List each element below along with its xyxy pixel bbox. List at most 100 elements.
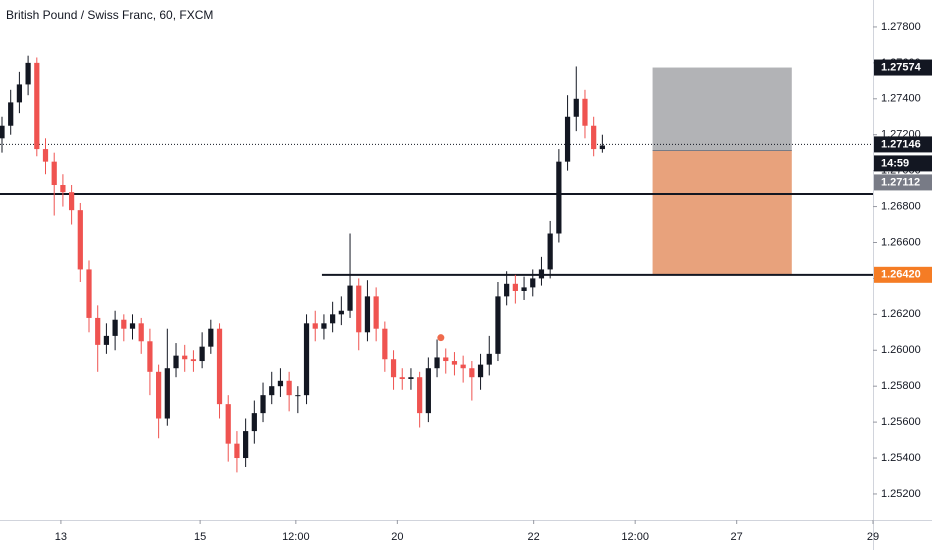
candle-body: [495, 296, 501, 354]
candle-body: [521, 287, 527, 291]
target-price-label-text: 1.26420: [881, 269, 921, 281]
candle-body: [330, 314, 336, 324]
candle-body: [399, 377, 405, 379]
y-tick-label: 1.25200: [881, 488, 921, 500]
candle-body: [16, 84, 23, 103]
candle-body: [425, 368, 431, 414]
candle-body: [417, 377, 423, 414]
candle-body: [173, 355, 179, 369]
stop-price-label-text: 1.27574: [881, 61, 922, 73]
candle-body: [373, 296, 379, 329]
target-price-label-box: [874, 266, 932, 283]
candle-body: [303, 323, 310, 396]
target-price-label: 1.26420: [874, 266, 932, 283]
candle-body: [251, 413, 257, 432]
candle-body: [121, 319, 127, 329]
y-tick-label: 1.26600: [881, 236, 921, 248]
candle-body: [504, 283, 510, 297]
y-tick-label: 1.25400: [881, 452, 921, 464]
y-tick-label: 1.27800: [881, 21, 921, 33]
y-tick-label: 1.26200: [881, 308, 921, 320]
x-tick-label: 20: [391, 531, 403, 543]
entry-price-label: 1.27112: [874, 174, 932, 191]
entry-price-label-text: 1.27112: [881, 176, 920, 188]
candle-body: [356, 285, 362, 333]
candle-body: [156, 371, 162, 419]
candle-body: [60, 185, 66, 193]
candle-body: [77, 210, 83, 270]
y-tick-label: 1.26800: [881, 200, 921, 212]
last-price-label-text: 1.27146: [881, 138, 921, 150]
candle-body: [295, 395, 301, 397]
candle-body: [591, 125, 597, 150]
stop-price-label-box: [874, 59, 932, 76]
x-tick-label: 27: [731, 531, 743, 543]
candle-body: [68, 192, 75, 211]
candle-body: [582, 98, 588, 126]
candle-body: [599, 145, 605, 150]
candle-body: [8, 102, 14, 126]
candle-body: [538, 269, 545, 279]
candle-body: [451, 361, 458, 365]
candle-body: [129, 323, 136, 329]
candle-body: [286, 380, 292, 396]
candle-body: [199, 346, 205, 362]
candle-body: [216, 328, 223, 405]
chart-title: British Pound / Swiss Franc, 60, FXCM: [6, 8, 213, 22]
entry-price-label-box: [874, 174, 932, 191]
countdown-label-box: [874, 155, 932, 172]
y-tick-label: 1.25800: [881, 380, 921, 392]
candle-body: [243, 431, 249, 459]
x-tick-label: 12:00: [282, 531, 310, 543]
stop-zone: [652, 67, 792, 151]
candle-body: [42, 149, 49, 162]
candle-body: [469, 368, 475, 378]
last-price-label: 1.27146: [874, 136, 932, 153]
x-tick-label: 15: [194, 531, 206, 543]
candle-body: [0, 125, 5, 139]
candle-body: [547, 233, 553, 270]
countdown-label-text: 14:59: [881, 157, 909, 169]
candle-body: [190, 359, 197, 362]
candle-body: [460, 364, 466, 369]
candle-body: [556, 161, 562, 234]
candle-body: [269, 386, 275, 396]
candle-body: [182, 355, 188, 360]
candle-body: [434, 357, 440, 369]
countdown-label: 14:59: [874, 155, 932, 172]
candle-body: [225, 404, 231, 444]
x-tick-label: 22: [528, 531, 540, 543]
candle-body: [512, 283, 518, 291]
candle-body: [530, 278, 536, 288]
target-zone: [652, 150, 792, 275]
candle-body: [312, 323, 318, 329]
x-tick-label: 13: [55, 531, 67, 543]
candle-body: [382, 328, 388, 360]
candle-body: [408, 377, 414, 379]
candle-body: [234, 443, 240, 459]
candle-body: [164, 368, 170, 419]
y-tick-label: 1.25600: [881, 416, 921, 428]
candle-body: [443, 357, 449, 362]
signal-marker: [437, 334, 445, 342]
candle-body: [34, 62, 40, 150]
candle-body: [477, 364, 484, 378]
candle-body: [347, 285, 353, 311]
y-tick-label: 1.27400: [881, 93, 921, 105]
candle-body: [564, 116, 571, 162]
candle-body: [138, 323, 144, 342]
last-price-label-box: [874, 136, 932, 153]
candle-body: [103, 335, 110, 345]
candle-body: [260, 395, 266, 414]
x-tick-label: 29: [867, 531, 879, 543]
candle-body: [25, 62, 31, 85]
candle-body: [573, 98, 579, 117]
candle-body: [486, 353, 492, 365]
candle-body: [321, 323, 327, 329]
x-tick-label: 12:00: [621, 531, 649, 543]
candle-body: [364, 296, 371, 333]
candle-body: [208, 328, 214, 347]
candle-body: [95, 317, 101, 345]
candle-body: [390, 359, 397, 378]
